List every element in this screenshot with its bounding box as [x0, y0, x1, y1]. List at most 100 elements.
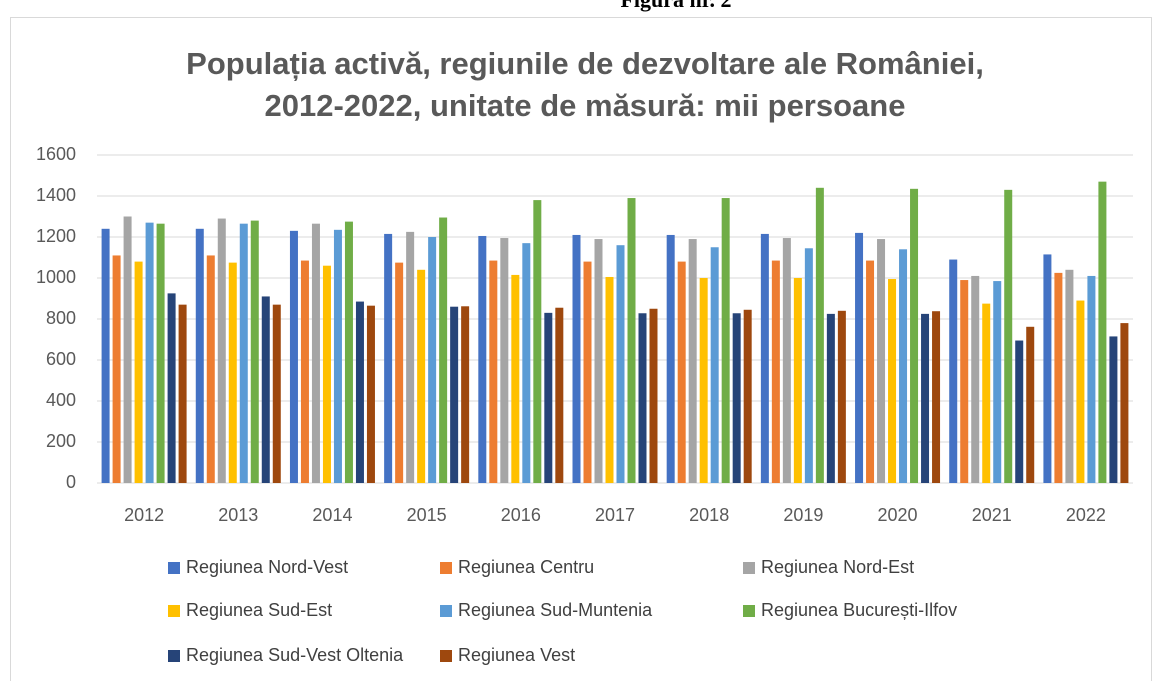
legend-label: Regiunea Sud-Est [186, 600, 332, 620]
bar [167, 293, 176, 483]
bar [333, 229, 342, 483]
bar [826, 313, 835, 483]
bar [732, 313, 741, 483]
x-tick-label: 2022 [1066, 505, 1106, 525]
bar [837, 310, 846, 483]
bar [366, 305, 375, 483]
bar [101, 228, 110, 483]
bar [771, 260, 780, 483]
chart-title: Populația activă, regiunile de dezvoltar… [186, 46, 984, 81]
bar [960, 280, 969, 483]
x-tick-label: 2014 [312, 505, 352, 525]
legend-swatch [440, 605, 452, 617]
bar [804, 248, 813, 483]
bar [910, 188, 919, 483]
y-tick-label: 1000 [36, 267, 76, 287]
bar [638, 313, 647, 483]
bar [760, 233, 769, 483]
y-tick-label: 1600 [36, 144, 76, 164]
y-tick-label: 1200 [36, 226, 76, 246]
figure-label: Figura nr. 2 [620, 0, 731, 12]
bar [616, 245, 625, 483]
bar [112, 255, 121, 483]
bar [406, 231, 415, 483]
legend-swatch [168, 650, 180, 662]
bar [289, 230, 298, 483]
bar [971, 275, 980, 483]
legend-swatch [440, 562, 452, 574]
bar [261, 296, 270, 483]
bar [1098, 181, 1107, 483]
bar [1120, 323, 1129, 483]
bar [272, 304, 281, 483]
bar [156, 223, 165, 484]
bar [888, 279, 897, 483]
bar [145, 222, 154, 483]
bar [627, 198, 636, 484]
bar [572, 234, 581, 483]
chart-title: 2012-2022, unitate de măsură: mii persoa… [265, 88, 906, 123]
x-tick-label: 2015 [407, 505, 447, 525]
bar [594, 239, 603, 483]
y-tick-label: 0 [66, 472, 76, 492]
x-tick-label: 2016 [501, 505, 541, 525]
bar [877, 239, 886, 483]
bar [489, 260, 498, 483]
x-tick-label: 2018 [689, 505, 729, 525]
legend-label: Regiunea Sud-Muntenia [458, 600, 653, 620]
bar [677, 261, 686, 483]
bar [1004, 189, 1013, 483]
legend-label: Regiunea Centru [458, 557, 594, 577]
bar [439, 217, 448, 483]
bar [1109, 336, 1118, 483]
bar [793, 278, 802, 483]
bar [743, 309, 752, 483]
bar [195, 228, 204, 483]
bar [239, 223, 248, 484]
bar [710, 247, 719, 483]
bar [583, 261, 592, 483]
legend-label: Regiunea Nord-Vest [186, 557, 348, 577]
bar [384, 233, 393, 483]
bar [228, 262, 237, 483]
bar [982, 303, 991, 483]
bar [666, 234, 675, 483]
x-tick-label: 2017 [595, 505, 635, 525]
legend-swatch [168, 605, 180, 617]
bar [605, 276, 614, 483]
bar [344, 221, 353, 483]
bar [450, 306, 459, 483]
legend-swatch [168, 562, 180, 574]
bar [311, 223, 320, 484]
x-tick-label: 2013 [218, 505, 258, 525]
x-tick-label: 2021 [972, 505, 1012, 525]
y-tick-label: 600 [46, 349, 76, 369]
bar [250, 220, 259, 483]
legend-label: Regiunea Vest [458, 645, 575, 665]
bar [721, 198, 730, 484]
y-tick-label: 400 [46, 390, 76, 410]
x-tick-label: 2019 [783, 505, 823, 525]
bar [815, 187, 824, 484]
legend-swatch [440, 650, 452, 662]
bar [1054, 272, 1063, 483]
bar [300, 260, 309, 483]
legend-label: Regiunea Nord-Est [761, 557, 914, 577]
bar [932, 311, 941, 483]
bar [206, 255, 215, 483]
bar [1087, 275, 1096, 483]
bar [322, 265, 331, 483]
bar [395, 262, 404, 483]
legend-swatch [743, 605, 755, 617]
bar [478, 235, 487, 483]
bar [533, 200, 542, 483]
bar [178, 304, 187, 483]
legend-swatch [743, 562, 755, 574]
bar [1076, 300, 1085, 483]
bar [511, 274, 520, 483]
bar [699, 278, 708, 483]
y-tick-label: 1400 [36, 185, 76, 205]
bar [688, 239, 697, 483]
bar [649, 308, 658, 483]
